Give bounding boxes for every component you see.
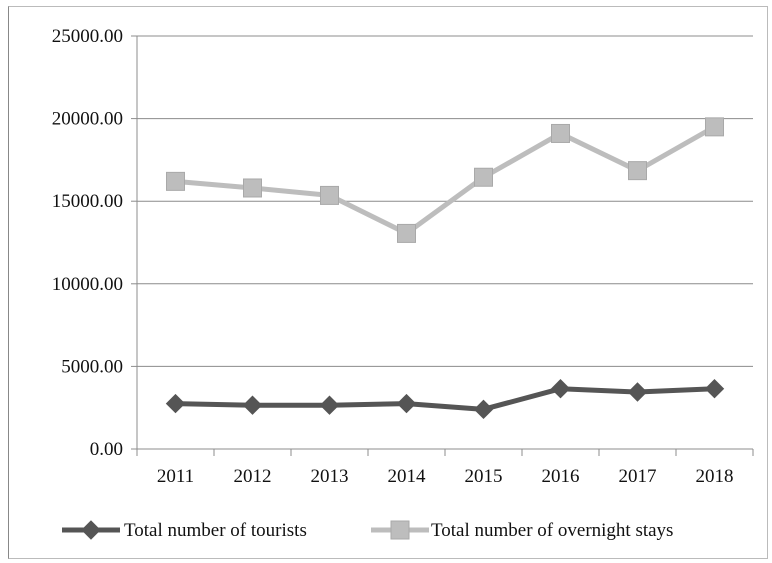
square-marker	[474, 167, 493, 187]
square-marker	[705, 117, 724, 137]
series-line	[175, 124, 716, 236]
series-layer	[165, 117, 725, 420]
diamond-marker	[396, 393, 417, 414]
square-marker	[628, 161, 647, 181]
square-marker	[166, 171, 185, 191]
legend-item: Total number of tourists	[62, 520, 307, 541]
y-tick-label: 10000.00	[52, 274, 123, 295]
axes	[131, 35, 754, 456]
diamond-marker	[550, 378, 571, 399]
diamond-marker	[473, 399, 494, 420]
legend-item: Total number of overnight stays	[371, 520, 673, 541]
series-line	[175, 386, 715, 412]
x-tick-label: 2011	[157, 466, 194, 487]
y-tick-label: 5000.00	[61, 356, 123, 377]
series-1	[166, 117, 724, 243]
diamond-marker	[165, 393, 186, 414]
x-tick-label: 2012	[234, 466, 272, 487]
x-tick-label: 2016	[542, 466, 580, 487]
legend-label: Total number of overnight stays	[431, 520, 673, 541]
diamond-marker	[704, 378, 725, 399]
y-axis-labels: 0.00 5000.00 10000.00 15000.00 20000.00 25000…	[52, 26, 123, 460]
square-marker	[320, 185, 339, 205]
diamond-marker	[319, 395, 340, 415]
y-tick-label: 20000.00	[52, 109, 123, 130]
x-tick-label: 2015	[465, 466, 503, 487]
chart-frame	[8, 6, 768, 559]
x-tick-label: 2018	[696, 466, 734, 487]
legend-label: Total number of tourists	[124, 520, 307, 541]
diamond-marker	[627, 382, 648, 402]
square-marker	[243, 178, 262, 198]
x-axis-labels: 2011 2012 2013 2014 2015 2016 2017 2018	[157, 466, 734, 487]
square-marker	[551, 123, 570, 143]
square-marker	[397, 223, 416, 243]
gridlines	[137, 35, 753, 367]
legend: Total number of tourists Total number of …	[62, 520, 673, 541]
y-tick-label: 15000.00	[52, 191, 123, 212]
legend-square-marker	[390, 520, 410, 540]
x-tick-label: 2014	[388, 466, 427, 487]
legend-diamond-marker	[81, 520, 101, 540]
y-tick-label: 0.00	[90, 439, 123, 460]
diamond-marker	[242, 395, 263, 415]
series-0	[165, 378, 725, 420]
y-tick-label: 25000.00	[52, 26, 123, 47]
x-tick-label: 2017	[619, 466, 657, 487]
x-tick-label: 2013	[311, 466, 349, 487]
